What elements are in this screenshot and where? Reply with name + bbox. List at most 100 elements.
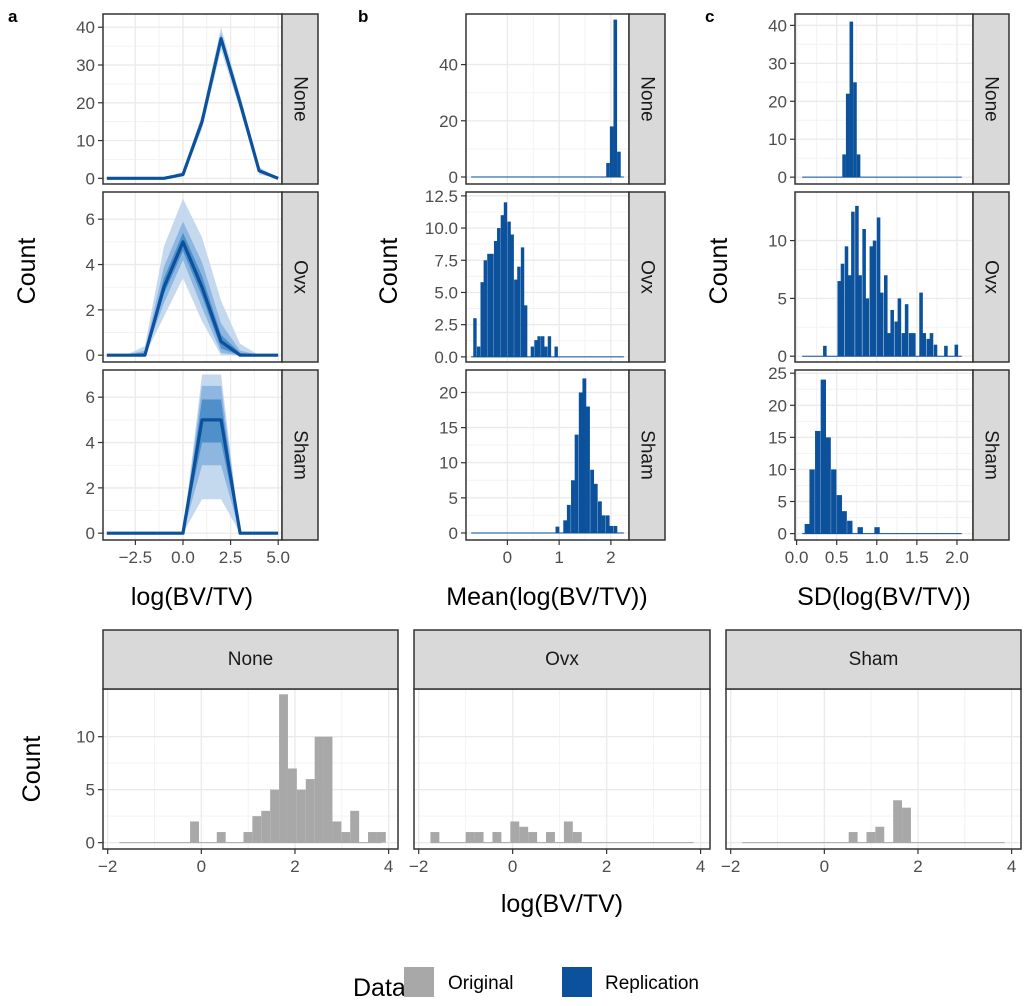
- panel-b-facet-sham-ytick-label: 10: [439, 454, 458, 473]
- panel-d-facet-ovx-bg: [414, 689, 710, 849]
- panel-c-facet-sham-ytick-label: 15: [768, 428, 787, 447]
- panel-b-facet-ovx-ytick-label: 12.5: [425, 187, 458, 206]
- histogram-bar: [466, 832, 475, 843]
- panel-d-facet-ovx-xtick-label: −2: [409, 857, 428, 876]
- panel-b-facet-none-ytick-label: 20: [439, 112, 458, 131]
- histogram-bar: [902, 808, 911, 843]
- histogram-bar: [517, 267, 520, 357]
- panel-c-facet-none-ytick-label: 10: [768, 130, 787, 149]
- histogram-bar: [613, 20, 617, 177]
- histogram-bar: [556, 527, 560, 533]
- histogram-bar: [306, 779, 315, 843]
- panel-c-facet-none-strip-label: None: [981, 76, 1002, 121]
- histogram-bar: [884, 275, 888, 356]
- histogram-bar: [524, 305, 527, 357]
- panel-d-facet-none-xtick-label: 2: [290, 857, 299, 876]
- histogram-bar: [514, 280, 517, 357]
- panel-c-facet-sham-ytick-label: 25: [768, 364, 787, 383]
- histogram-bar: [606, 515, 610, 533]
- histogram-bar: [866, 298, 870, 356]
- histogram-bar: [541, 336, 544, 357]
- panel-c-facet-ovx-ytick-label: 10: [768, 232, 787, 251]
- panel-d-facet-none-xtick-label: −2: [98, 857, 117, 876]
- histogram-bar: [252, 816, 261, 842]
- histogram-bar: [297, 790, 306, 843]
- panel-b-facet-ovx-ytick-label: 10.0: [425, 219, 458, 238]
- panel-d-facet-ovx-xtick-label: 2: [602, 857, 611, 876]
- panel-b-facet-sham-ytick-label: 15: [439, 419, 458, 438]
- histogram-bar: [922, 333, 926, 356]
- legend-label-replication: Replication: [605, 973, 699, 994]
- legend: Data Original Replication: [353, 967, 699, 1002]
- panel-a-facet-ovx-strip-label: Ovx: [290, 260, 311, 294]
- histogram-bar: [270, 790, 279, 843]
- panel-d-facet-sham-strip-label: Sham: [849, 649, 899, 670]
- panel-a-facet-none-ytick-label: 40: [76, 18, 95, 37]
- panel-c-xtick-label: 0.5: [825, 548, 849, 567]
- panel-c-facet-sham-ytick-label: 20: [768, 396, 787, 415]
- histogram-bar: [902, 333, 906, 356]
- panel-a-facet-none-ytick-label: 20: [76, 94, 95, 113]
- histogram-bar: [567, 505, 571, 533]
- panel-d-facet-ovx-xtick-label: 0: [508, 857, 517, 876]
- histogram-bar: [350, 811, 359, 843]
- histogram-bar: [606, 163, 610, 177]
- histogram-bar: [341, 832, 350, 843]
- panel-b-facet-sham-ytick-label: 5: [449, 489, 458, 508]
- panel-d-facet-sham-xtick-label: 2: [913, 857, 922, 876]
- panel-b-y-title: Count: [375, 238, 403, 305]
- panel-c-xtick-label: 1.0: [865, 548, 889, 567]
- histogram-bar: [870, 246, 874, 356]
- histogram-bar: [857, 154, 861, 177]
- histogram-bar: [217, 832, 226, 843]
- panel-d-facet-sham-xtick-label: 0: [820, 857, 829, 876]
- histogram-bar: [831, 469, 836, 533]
- histogram-bar: [497, 228, 500, 357]
- panel-c-facet-none-ytick-label: 20: [768, 92, 787, 111]
- histogram-bar: [288, 768, 297, 842]
- histogram-bar: [955, 345, 959, 357]
- histogram-bar: [934, 345, 938, 357]
- panel-b-facet-none-bg: [466, 14, 629, 184]
- panel-a-xtick-label: 5.0: [266, 548, 290, 567]
- panel-d-facet-sham-xtick-label: 4: [1007, 857, 1016, 876]
- histogram-bar: [850, 22, 854, 178]
- histogram-bar: [594, 484, 598, 533]
- panel-a-facet-sham-ytick-label: 4: [86, 434, 95, 453]
- panel-d-facet-none-xtick-label: 4: [384, 857, 393, 876]
- histogram-bar: [845, 246, 849, 356]
- histogram-bar: [546, 832, 555, 843]
- panel-a-xtick-label: −2.5: [119, 548, 153, 567]
- histogram-bar: [875, 827, 884, 843]
- histogram-bar: [573, 832, 582, 843]
- panel-b-facet-none-strip-label: None: [637, 76, 658, 121]
- histogram-bar: [866, 832, 875, 843]
- panel-b-letter: b: [358, 7, 368, 26]
- histogram-bar: [501, 215, 504, 357]
- histogram-bar: [805, 524, 810, 534]
- panel-b-facet-ovx-ytick-label: 2.5: [434, 316, 458, 335]
- panel-d-ytick-label: 0: [86, 834, 95, 853]
- panel-c-xtick-label: 2.0: [945, 548, 969, 567]
- histogram-bar: [575, 435, 579, 533]
- histogram-bar: [554, 347, 557, 357]
- panel-a-xtick-label: 0.0: [171, 548, 195, 567]
- histogram-bar: [480, 282, 483, 357]
- panel-d-ytick-label: 5: [86, 781, 95, 800]
- histogram-bar: [511, 235, 514, 357]
- panel-b-x-title: Mean(log(BV/TV)): [446, 583, 647, 611]
- panel-d-x-title: log(BV/TV): [501, 890, 623, 918]
- panel-b-facet-sham-strip-label: Sham: [637, 430, 658, 480]
- panel-b-facet-none-ytick-label: 40: [439, 56, 458, 75]
- panel-c-facet-sham-ytick-label: 0: [778, 525, 787, 544]
- histogram-bar: [837, 281, 841, 356]
- histogram-bar: [613, 526, 617, 533]
- histogram-bar: [519, 827, 528, 843]
- legend-label-original: Original: [448, 973, 513, 994]
- histogram-bar: [582, 378, 586, 533]
- panel-a-facet-ovx-ytick-label: 0: [86, 346, 95, 365]
- panel-c-facet-none-ytick-label: 40: [768, 16, 787, 35]
- histogram-bar: [842, 154, 846, 177]
- histogram-bar: [877, 217, 881, 356]
